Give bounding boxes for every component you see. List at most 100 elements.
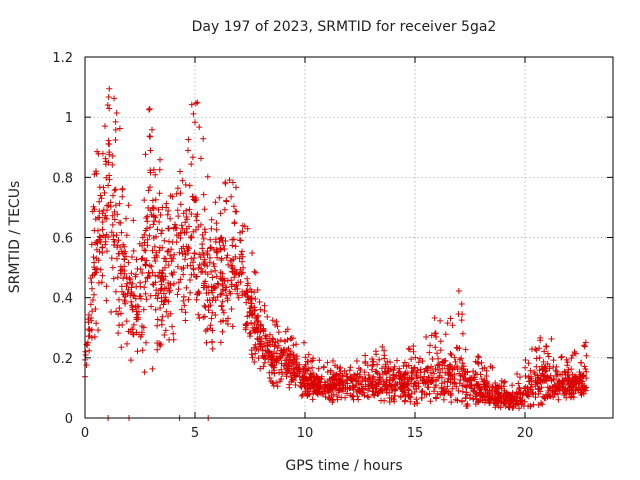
data-point — [112, 118, 119, 125]
data-point — [158, 278, 165, 285]
data-point — [287, 335, 294, 342]
data-point — [147, 133, 154, 140]
data-point — [254, 287, 261, 293]
data-point — [247, 333, 253, 340]
data-point — [357, 373, 363, 380]
data-point — [223, 254, 230, 261]
data-point — [156, 219, 163, 225]
data-point — [325, 395, 332, 402]
data-point — [255, 317, 262, 324]
data-point — [218, 290, 225, 297]
data-point — [109, 212, 116, 219]
data-point — [457, 372, 464, 379]
data-point — [545, 353, 552, 360]
data-point — [261, 359, 268, 366]
data-point — [173, 190, 180, 197]
data-point — [379, 371, 386, 378]
data-point — [186, 223, 192, 230]
data-point — [454, 363, 460, 370]
data-point — [118, 283, 125, 290]
data-point — [533, 363, 540, 370]
data-point — [470, 368, 477, 375]
data-point — [425, 374, 432, 381]
data-point — [410, 365, 417, 372]
data-point — [538, 376, 544, 383]
data-point — [255, 355, 262, 362]
data-point — [103, 158, 109, 165]
data-point — [446, 363, 452, 370]
data-point — [182, 251, 189, 258]
data-point — [130, 247, 137, 254]
data-point — [475, 397, 481, 404]
data-point — [293, 361, 300, 367]
data-point — [565, 366, 572, 373]
data-point — [111, 216, 118, 223]
data-point — [231, 274, 238, 281]
data-point — [471, 385, 478, 392]
data-point — [291, 371, 298, 378]
data-point — [94, 265, 101, 272]
data-point — [437, 317, 444, 324]
data-point — [424, 384, 431, 391]
data-point — [392, 381, 399, 388]
data-point — [429, 356, 436, 362]
data-point — [401, 398, 408, 405]
data-point — [291, 369, 298, 376]
data-point — [150, 281, 157, 288]
x-tick-label: 0 — [81, 426, 89, 441]
data-point — [88, 326, 95, 333]
data-point — [193, 217, 200, 224]
data-point — [167, 281, 174, 287]
data-point — [478, 359, 485, 366]
data-point — [230, 179, 236, 186]
data-point — [536, 354, 543, 361]
data-point — [106, 141, 113, 148]
data-point — [141, 369, 148, 376]
data-point — [142, 151, 149, 158]
data-point — [410, 343, 417, 350]
data-point — [123, 215, 129, 222]
data-point — [177, 190, 184, 197]
data-point — [568, 391, 574, 398]
data-point — [195, 223, 202, 230]
data-point — [217, 245, 224, 252]
data-point — [273, 379, 280, 386]
data-point — [172, 221, 178, 228]
data-point — [515, 380, 522, 387]
data-point — [539, 401, 546, 408]
data-point — [330, 358, 336, 364]
data-point — [406, 346, 413, 353]
data-point — [485, 382, 492, 389]
data-point — [158, 321, 165, 328]
data-point — [232, 243, 239, 250]
data-point — [454, 397, 461, 404]
data-point — [328, 384, 335, 391]
data-point — [169, 323, 176, 330]
data-point — [178, 265, 185, 272]
data-point — [301, 339, 307, 346]
data-point — [347, 364, 354, 371]
data-point — [102, 238, 109, 245]
data-point — [95, 327, 102, 334]
data-point — [274, 338, 281, 345]
data-point — [109, 161, 116, 168]
data-point — [492, 400, 499, 407]
y-tick-label: 0 — [65, 412, 73, 427]
data-point — [540, 358, 547, 365]
data-point — [353, 358, 360, 364]
data-point — [208, 268, 215, 275]
data-point — [441, 390, 448, 397]
data-point — [571, 381, 578, 388]
data-point — [533, 355, 540, 362]
data-point — [156, 166, 163, 173]
data-point — [540, 393, 546, 400]
data-point — [140, 306, 147, 313]
data-point — [216, 194, 223, 201]
data-point — [104, 202, 110, 209]
data-point — [309, 364, 316, 371]
data-point — [156, 269, 163, 276]
data-point — [298, 393, 305, 399]
data-point — [215, 281, 222, 288]
data-point — [572, 376, 579, 383]
data-point — [576, 369, 583, 375]
